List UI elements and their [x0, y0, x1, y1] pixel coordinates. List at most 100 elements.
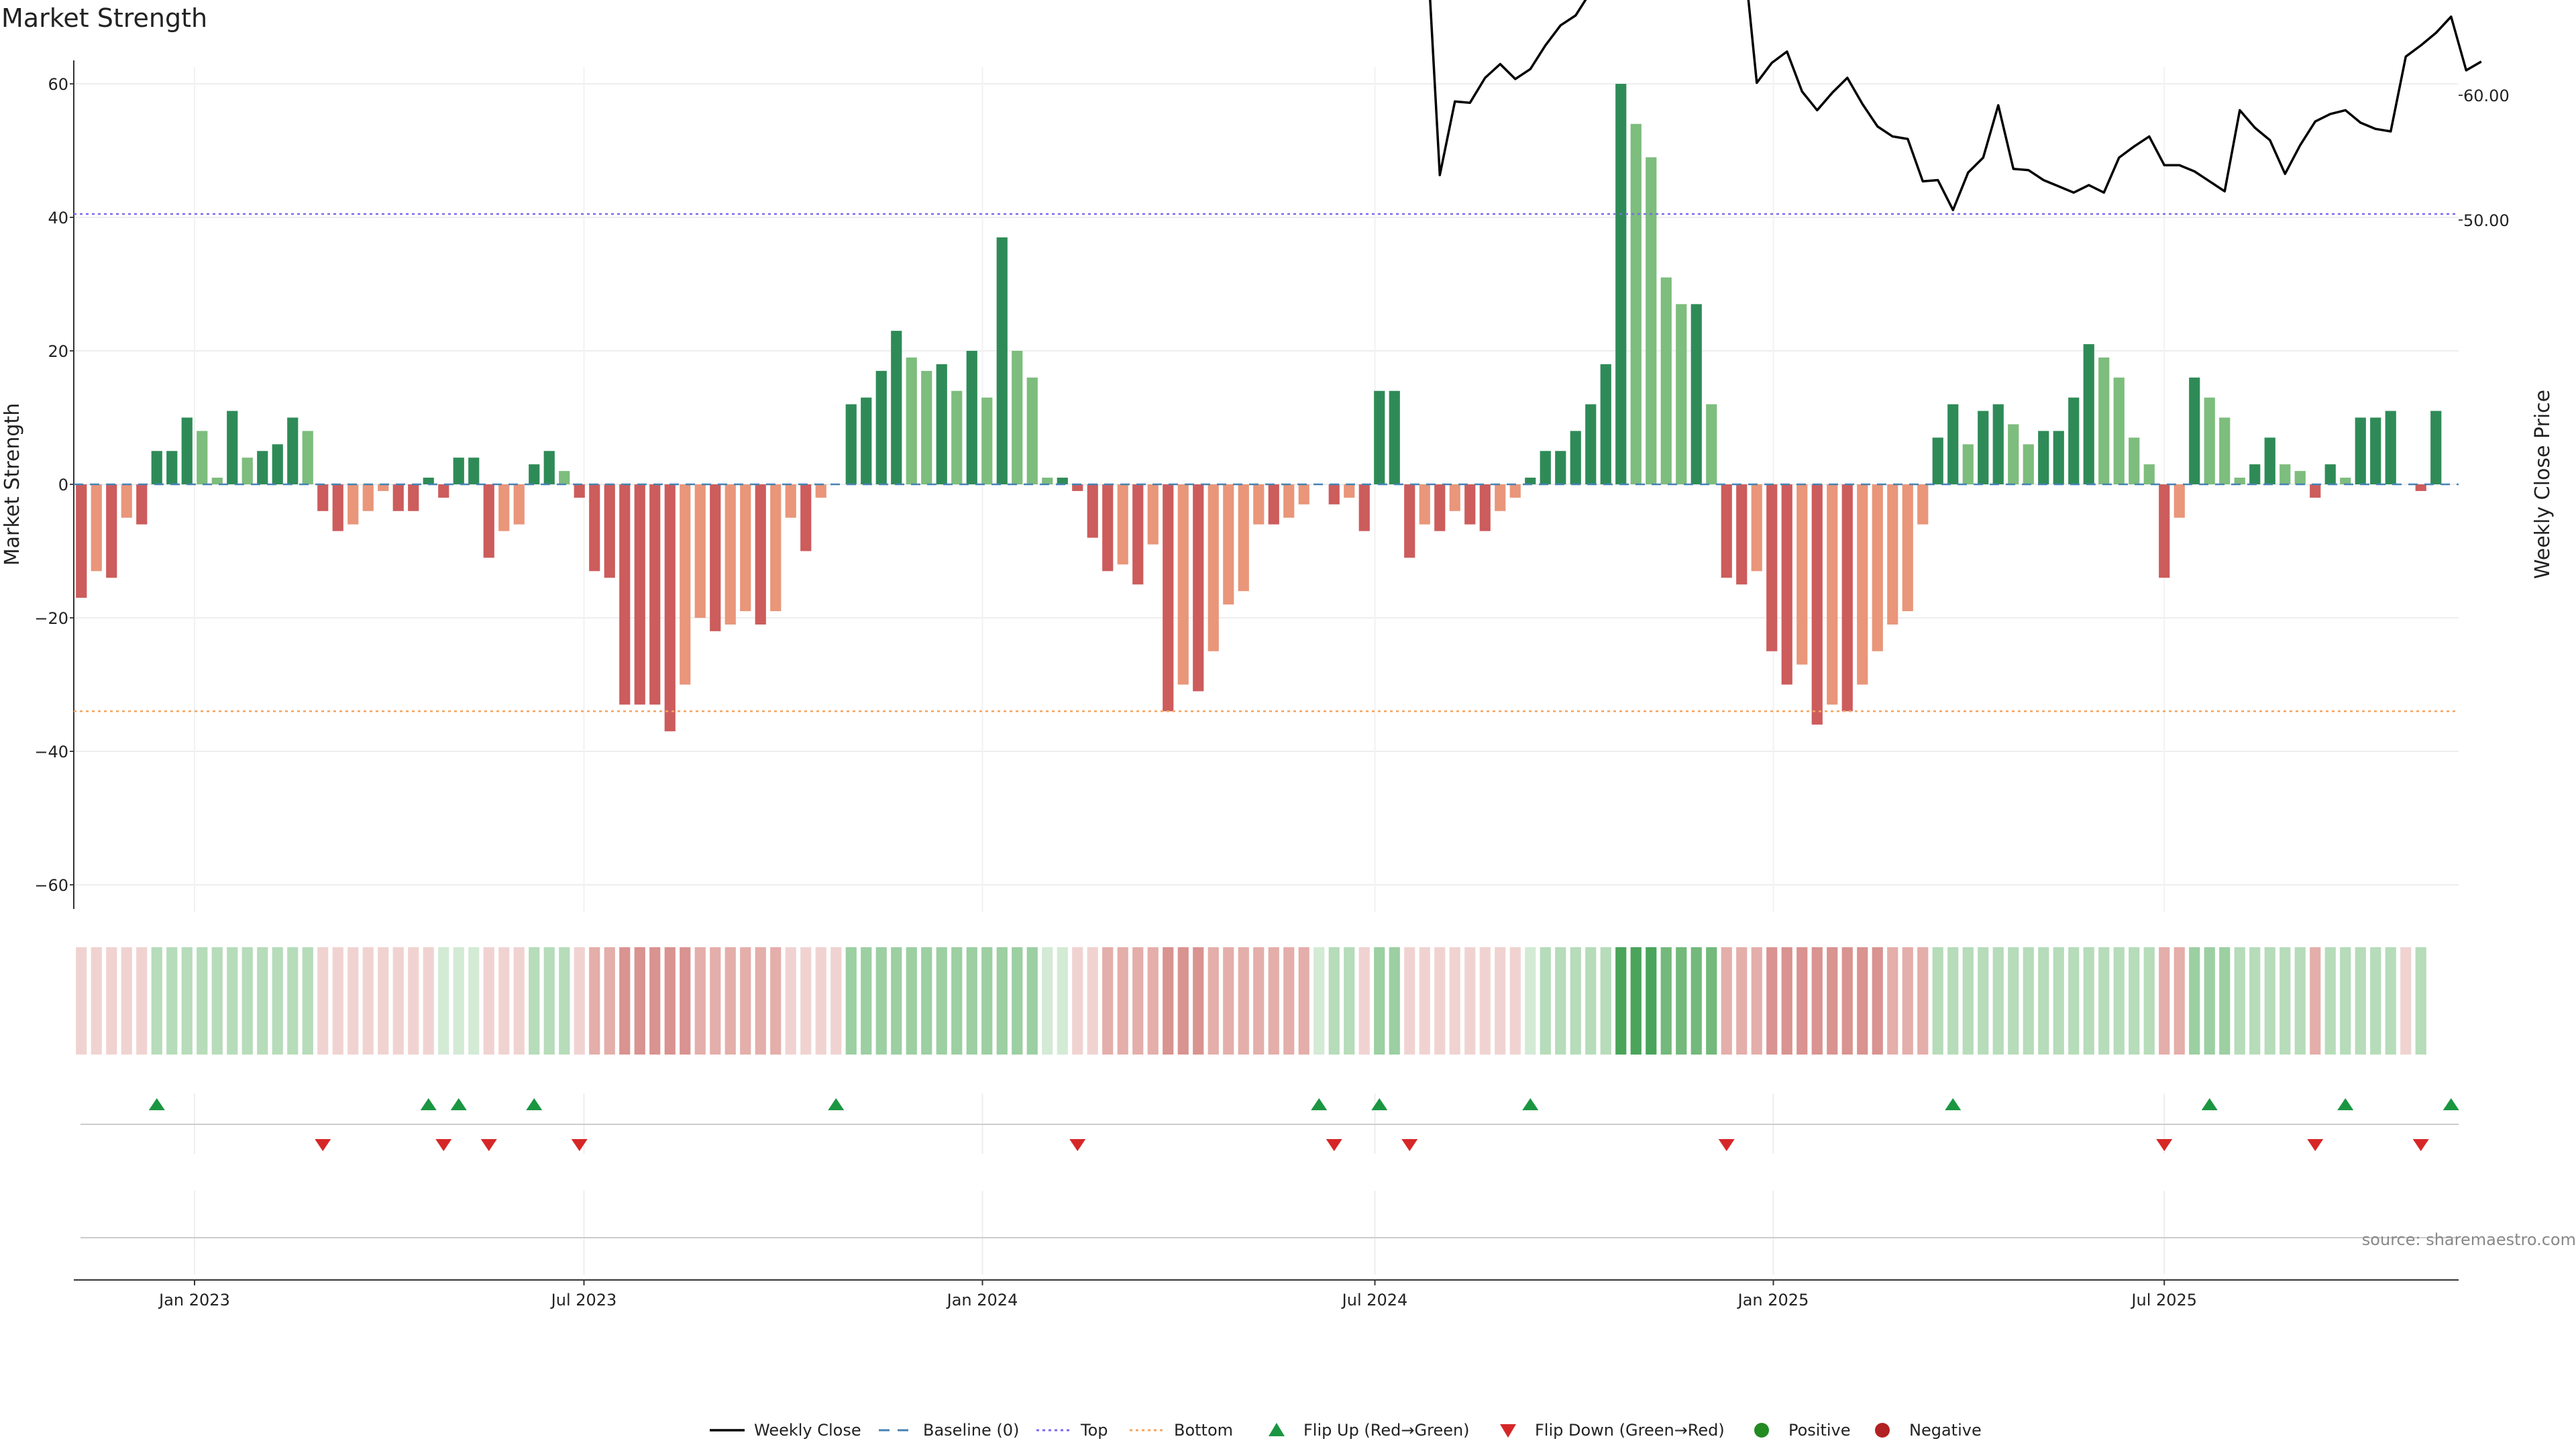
strength-bar — [1389, 390, 1400, 484]
heat-cell — [76, 947, 87, 1055]
heat-cell — [1102, 947, 1114, 1055]
right-axis-title: Weekly Close Price — [2531, 390, 2555, 579]
heat-cell — [378, 947, 389, 1055]
strength-bar — [996, 237, 1008, 484]
strength-bar — [1962, 444, 1974, 484]
strength-bar — [302, 431, 313, 484]
flip-up-marker — [526, 1098, 543, 1110]
strength-bar — [1132, 484, 1144, 585]
heat-cell — [921, 947, 932, 1055]
heat-cell — [2370, 947, 2381, 1055]
strength-bar — [1358, 484, 1370, 531]
strength-bar — [1932, 437, 1943, 484]
strength-bar — [1525, 478, 1536, 484]
strength-bar — [966, 351, 977, 484]
strength-bar — [197, 431, 208, 484]
flip-down-marker — [2156, 1139, 2173, 1151]
heat-cell — [724, 947, 736, 1055]
heat-cell — [845, 947, 857, 1055]
heat-cell — [1872, 947, 1883, 1055]
strength-bar — [1585, 404, 1597, 484]
heat-cell — [2355, 947, 2366, 1055]
heat-cell — [453, 947, 464, 1055]
strength-bar — [740, 484, 751, 612]
strength-bar — [710, 484, 721, 631]
heat-cell — [1298, 947, 1309, 1055]
legend-flip-up-swatch — [1269, 1423, 1285, 1436]
strength-bar — [936, 364, 947, 484]
strength-bar — [861, 397, 872, 484]
strength-bar — [680, 484, 691, 685]
heat-cell — [1736, 947, 1748, 1055]
legend-flip-down-swatch — [1500, 1424, 1516, 1438]
legend-item: Flip Down (Green→Red) — [1500, 1421, 1725, 1440]
heat-cell — [1042, 947, 1053, 1055]
strength-bar — [1676, 304, 1687, 484]
heat-cell — [2023, 947, 2034, 1055]
heat-cell — [121, 947, 132, 1055]
heat-cell — [332, 947, 343, 1055]
heat-cell — [1087, 947, 1098, 1055]
heat-cell — [1419, 947, 1430, 1055]
flip-down-marker — [435, 1139, 452, 1151]
legend-item: Flip Up (Red→Green) — [1269, 1421, 1470, 1440]
strength-bar — [800, 484, 812, 551]
strength-bar — [136, 484, 148, 525]
flip-up-marker — [828, 1098, 845, 1110]
x-tick-label: Jul 2023 — [550, 1291, 617, 1309]
heat-cell — [664, 947, 676, 1055]
flip-up-marker — [2201, 1098, 2218, 1110]
heat-cell — [2294, 947, 2306, 1055]
heat-cell — [1615, 947, 1627, 1055]
heat-cell — [1646, 947, 1657, 1055]
strength-bar — [1238, 484, 1249, 592]
heat-cell — [227, 947, 238, 1055]
strength-bar — [891, 331, 902, 484]
heat-cell — [936, 947, 947, 1055]
heat-cell — [2310, 947, 2321, 1055]
strength-bar — [2370, 417, 2381, 484]
heat-cell — [2143, 947, 2155, 1055]
heat-cell — [1147, 947, 1159, 1055]
heat-cell — [2385, 947, 2396, 1055]
strength-bar — [76, 484, 87, 598]
heat-cell — [740, 947, 751, 1055]
heat-cell — [1660, 947, 1672, 1055]
flip-panel — [80, 1093, 2459, 1275]
legend-label: Top — [1080, 1421, 1108, 1440]
legend-label: Bottom — [1174, 1421, 1233, 1440]
heat-cell — [966, 947, 977, 1055]
heat-cell — [830, 947, 842, 1055]
heat-cell — [1630, 947, 1642, 1055]
flip-up-marker — [1522, 1098, 1539, 1110]
heat-cell — [241, 947, 253, 1055]
heat-cell — [1283, 947, 1295, 1055]
strength-bar — [951, 390, 963, 484]
strength-bar — [1766, 484, 1778, 651]
heat-cell — [498, 947, 510, 1055]
heat-cell — [1555, 947, 1566, 1055]
strength-bar — [1509, 484, 1521, 498]
legend: Weekly Close Baseline (0) Top Bottom Flip Up… — [710, 1421, 1982, 1440]
strength-bar — [2159, 484, 2170, 578]
heat-cell — [2219, 947, 2231, 1055]
strength-bar — [121, 484, 132, 518]
strength-bar — [649, 484, 661, 705]
strength-bar — [1344, 484, 1355, 498]
strength-bar — [1223, 484, 1234, 605]
weekly-close-line — [1429, 0, 2482, 211]
heat-cell — [543, 947, 555, 1055]
heat-cell — [1917, 947, 1929, 1055]
legend-item: Weekly Close — [710, 1421, 861, 1440]
strength-bar — [1706, 404, 1717, 484]
strength-bar — [1600, 364, 1611, 484]
strength-bar — [408, 484, 419, 511]
strength-bar — [513, 484, 525, 525]
flip-down-marker — [315, 1139, 331, 1151]
heat-cell — [1449, 947, 1460, 1055]
strength-bar — [1268, 484, 1279, 525]
strength-bar — [2355, 417, 2366, 484]
heat-cell — [2053, 947, 2064, 1055]
strength-bar — [332, 484, 343, 531]
